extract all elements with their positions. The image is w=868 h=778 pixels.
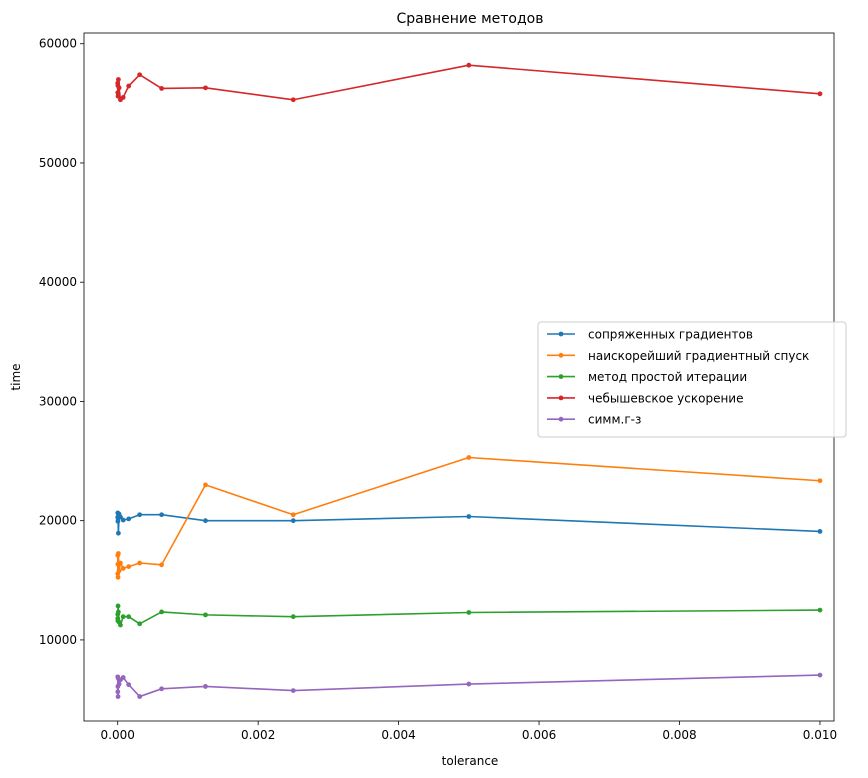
data-point xyxy=(818,91,823,96)
legend: сопряженных градиентов наискорейший гради… xyxy=(538,322,846,437)
data-point xyxy=(115,515,120,520)
y-axis-label: time xyxy=(9,363,23,390)
data-point xyxy=(818,673,823,678)
y-tick-label: 20000 xyxy=(39,514,77,528)
data-point xyxy=(466,514,471,519)
data-point xyxy=(291,97,296,102)
data-point xyxy=(115,684,120,689)
data-point xyxy=(137,621,142,626)
y-tick-label: 10000 xyxy=(39,633,77,647)
y-tick-label: 30000 xyxy=(39,394,77,408)
data-point xyxy=(121,566,126,571)
legend-label: метод простой итерации xyxy=(588,370,747,384)
legend-swatch-marker xyxy=(559,353,564,358)
x-tick-label: 0.010 xyxy=(803,728,837,742)
data-point xyxy=(291,518,296,523)
data-point xyxy=(126,614,131,619)
x-tick-label: 0.006 xyxy=(522,728,556,742)
data-point xyxy=(466,63,471,68)
data-point xyxy=(115,90,120,95)
data-point xyxy=(115,674,120,679)
data-point xyxy=(115,81,120,86)
data-point xyxy=(466,682,471,687)
data-point xyxy=(137,561,142,566)
chart-title: Сравнение методов xyxy=(397,11,544,27)
data-point xyxy=(203,684,208,689)
legend-label: чебышевское ускорение xyxy=(588,391,743,405)
data-point xyxy=(291,512,296,517)
data-point xyxy=(126,84,131,89)
data-point xyxy=(159,686,164,691)
data-point xyxy=(115,519,120,524)
data-point xyxy=(115,612,120,617)
data-point xyxy=(121,614,126,619)
x-tick-label: 0.000 xyxy=(101,728,135,742)
data-point xyxy=(291,688,296,693)
legend-swatch-marker xyxy=(559,417,564,422)
x-tick-label: 0.008 xyxy=(662,728,696,742)
data-point xyxy=(159,512,164,517)
data-point xyxy=(115,562,120,567)
data-point xyxy=(159,610,164,615)
data-point xyxy=(203,85,208,90)
x-axis-label: tolerance xyxy=(442,754,499,768)
y-tick-label: 60000 xyxy=(39,37,77,51)
data-point xyxy=(126,564,131,569)
data-point xyxy=(115,689,120,694)
legend-label: сопряженных градиентов xyxy=(588,328,753,342)
data-point xyxy=(115,553,120,558)
data-point xyxy=(137,72,142,77)
legend-swatch-marker xyxy=(559,374,564,379)
data-point xyxy=(818,478,823,483)
data-point xyxy=(159,562,164,567)
data-point xyxy=(203,612,208,617)
legend-swatch-marker xyxy=(559,396,564,401)
data-point xyxy=(137,512,142,517)
data-point xyxy=(466,610,471,615)
data-point xyxy=(818,608,823,613)
data-point xyxy=(203,483,208,488)
data-point xyxy=(159,86,164,91)
data-point xyxy=(291,614,296,619)
data-point xyxy=(115,571,120,576)
data-point xyxy=(116,604,121,609)
y-tick-label: 50000 xyxy=(39,156,77,170)
legend-label: симм.г-з xyxy=(588,413,641,427)
legend-label: наискорейший градиентный спуск xyxy=(588,349,809,363)
data-point xyxy=(116,531,121,536)
data-point xyxy=(115,511,120,516)
y-tick-label: 40000 xyxy=(39,275,77,289)
data-point xyxy=(818,529,823,534)
data-point xyxy=(126,516,131,521)
data-point xyxy=(137,694,142,699)
data-point xyxy=(203,518,208,523)
x-tick-label: 0.002 xyxy=(241,728,275,742)
data-point xyxy=(466,455,471,460)
data-point xyxy=(115,616,120,621)
data-point xyxy=(126,682,131,687)
data-point xyxy=(116,694,121,699)
legend-swatch-marker xyxy=(559,332,564,337)
x-tick-label: 0.004 xyxy=(381,728,415,742)
